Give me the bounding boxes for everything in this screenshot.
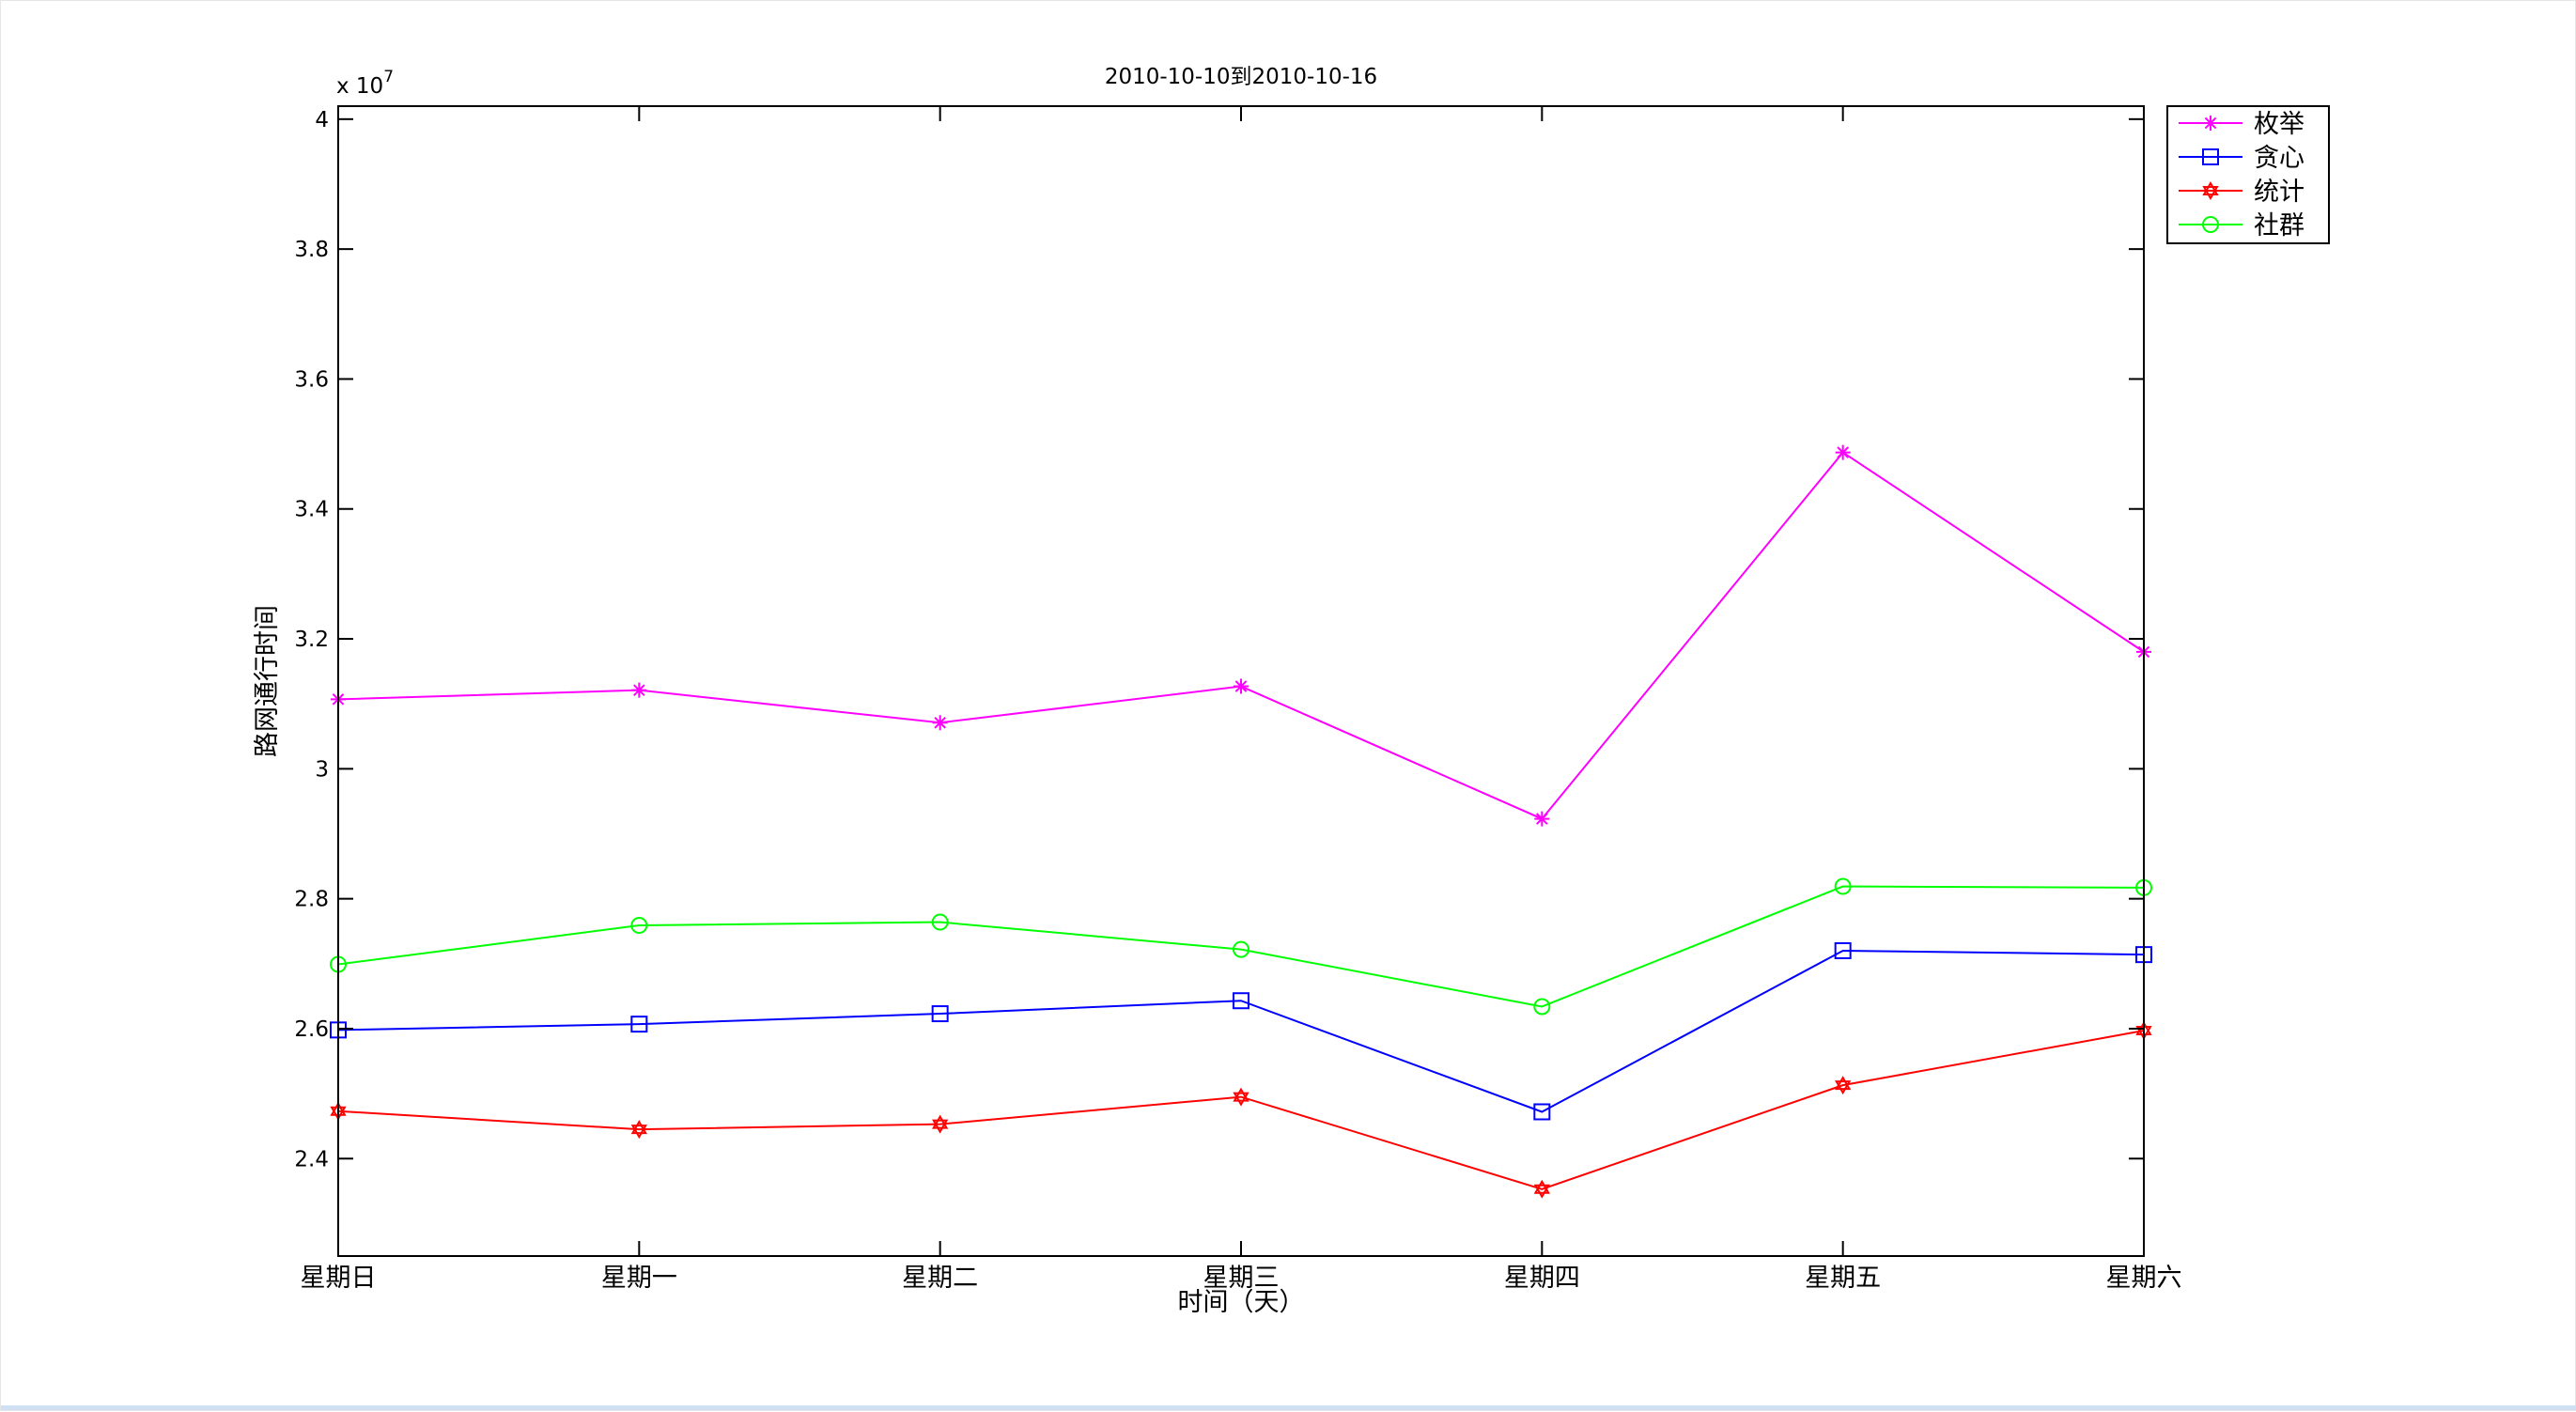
legend-label: 枚举 (2254, 110, 2304, 139)
hexagram-triangle-down (630, 1125, 647, 1140)
legend-label: 贪心 (2254, 144, 2304, 173)
y-tick-label: 3.6 (294, 367, 329, 392)
x-tick-label: 星期五 (1805, 1264, 1881, 1293)
series-2 (330, 941, 2152, 1121)
x-tick-label: 星期三 (1203, 1264, 1280, 1293)
data-point (1533, 1103, 1551, 1121)
data-point (1835, 444, 1851, 460)
y-multiplier-base: x 10 (336, 74, 383, 99)
series-line (337, 949, 2145, 1113)
data-point (1234, 678, 1249, 694)
legend-label: 统计 (2254, 178, 2304, 207)
data-point (931, 1005, 949, 1023)
x-tick-label: 星期四 (1504, 1264, 1580, 1293)
data-point (1533, 998, 1551, 1016)
legend-item: 统计 (2179, 178, 2304, 207)
y-tick-label: 4 (315, 108, 329, 132)
y-tick-label: 2.8 (294, 888, 329, 912)
data-point (1834, 877, 1852, 895)
window-bottom-strip (1, 1405, 2576, 1410)
data-point (630, 917, 648, 935)
hexagram-marker (2202, 181, 2219, 200)
hexagram-triangle-up (1233, 1087, 1249, 1102)
series-line (337, 885, 2145, 1008)
y-multiplier-exponent: 7 (383, 68, 394, 86)
data-point (1534, 811, 1550, 827)
hexagram-triangle-up (1835, 1076, 1852, 1091)
y-tick-label: 3.2 (294, 628, 329, 652)
data-point (932, 1114, 949, 1134)
y-tick-label: 3.8 (294, 238, 329, 262)
data-point (931, 913, 949, 931)
series-line (337, 1030, 2145, 1190)
circle-marker (2202, 216, 2219, 233)
hexagram-triangle-up (932, 1114, 949, 1129)
chart-title: 2010-10-10到2010-10-16 (1105, 65, 1377, 89)
legend-box (2166, 105, 2330, 244)
asterisk-marker (2203, 116, 2218, 131)
hexagram-triangle-down (1533, 1184, 1550, 1199)
x-axis-label: 时间（天） (1178, 1288, 1305, 1317)
data-point (630, 1120, 647, 1140)
hexagram-triangle-up (630, 1120, 647, 1135)
data-point (1233, 940, 1249, 958)
hexagram-triangle-down (932, 1119, 949, 1134)
data-point (631, 682, 647, 698)
hexagram-triangle-down (1233, 1092, 1249, 1107)
x-tick-label: 星期一 (601, 1264, 677, 1293)
hexagram-triangle-up (2202, 181, 2219, 195)
data-point (1834, 941, 1852, 959)
data-point (932, 715, 948, 731)
y-tick-label: 2.4 (294, 1147, 329, 1171)
y-tick-label: 3 (315, 757, 329, 782)
data-point (630, 1016, 648, 1033)
series-layer (330, 444, 2152, 1199)
data-point (1835, 1076, 1852, 1095)
y-axis-label: 路网通行时间 (253, 605, 282, 757)
data-point (1233, 992, 1249, 1010)
x-tick-label: 星期六 (2106, 1264, 2182, 1293)
y-tick-label: 2.6 (294, 1017, 329, 1042)
axes-layer: 2.4 2.6 2.8 3 3.2 3.4 3.6 3.8 4 星期日 星期一 星期二 星期三 星期四 星期… (294, 105, 2182, 1293)
x-tick-label: 星期二 (902, 1264, 978, 1293)
hexagram-triangle-up (1533, 1179, 1550, 1194)
y-tick-label: 3.4 (294, 498, 329, 522)
legend-item: 枚举 (2179, 110, 2304, 139)
legend-item: 社群 (2179, 211, 2304, 241)
y-multiplier-label: x 107 (336, 68, 394, 99)
hexagram-triangle-down (2202, 186, 2219, 200)
legend-label: 社群 (2254, 211, 2304, 241)
hexagram-triangle-down (1835, 1080, 1852, 1095)
legend-item: 贪心 (2179, 144, 2304, 173)
square-marker (2202, 148, 2219, 165)
data-point (1233, 1087, 1249, 1107)
data-point (1533, 1179, 1550, 1199)
x-tick-label: 星期日 (301, 1264, 377, 1293)
